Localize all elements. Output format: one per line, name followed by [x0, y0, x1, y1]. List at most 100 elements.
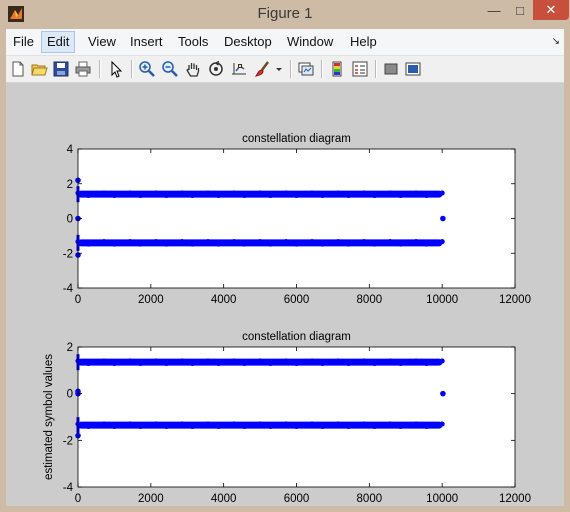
- data-point: [122, 240, 128, 247]
- data-point: [101, 239, 107, 245]
- open-file-icon[interactable]: [30, 60, 48, 78]
- axes-title: constellation diagram: [242, 331, 351, 343]
- data-point: [351, 190, 357, 197]
- data-point: [319, 241, 326, 247]
- data-cursor-icon[interactable]: [230, 60, 248, 78]
- data-point: [335, 239, 341, 245]
- data-point: [189, 241, 196, 247]
- data-point: [143, 239, 149, 245]
- data-point: [127, 190, 133, 196]
- data-point: [179, 239, 185, 245]
- data-point: [106, 359, 112, 365]
- data-point: [210, 422, 216, 428]
- data-point: [288, 240, 294, 246]
- data-point: [418, 359, 424, 365]
- data-point: [241, 192, 248, 198]
- data-point: [148, 240, 154, 247]
- data-point: [158, 422, 164, 428]
- data-point: [371, 241, 378, 247]
- zoom-out-icon[interactable]: [161, 60, 179, 78]
- pointer-icon[interactable]: [107, 60, 125, 78]
- rotate-3d-icon[interactable]: [207, 60, 225, 78]
- data-point: [200, 423, 206, 429]
- data-point: [174, 360, 180, 366]
- data-point: [366, 191, 372, 197]
- data-point: [257, 421, 263, 427]
- data-point: [382, 240, 388, 247]
- data-point: [325, 239, 331, 245]
- data-point: [174, 423, 180, 429]
- close-icon: ✕: [545, 2, 557, 17]
- data-point: [345, 423, 352, 429]
- data-point: [278, 360, 284, 366]
- data-point: [262, 191, 268, 197]
- brush-dropdown-icon[interactable]: [274, 60, 284, 78]
- data-point: [299, 239, 305, 245]
- data-point: [382, 192, 388, 198]
- data-point: [252, 360, 258, 366]
- maximize-button[interactable]: □: [507, 0, 533, 20]
- data-point: [184, 240, 190, 246]
- menu-insert[interactable]: Insert: [130, 34, 163, 49]
- close-button[interactable]: ✕: [533, 0, 569, 20]
- minimize-button[interactable]: —: [481, 0, 507, 20]
- title-bar[interactable]: Figure 1 — □ ✕: [0, 0, 570, 29]
- data-point: [80, 240, 86, 246]
- dock-arrow-icon[interactable]: ↘: [551, 36, 560, 47]
- menu-file[interactable]: File: [13, 34, 34, 49]
- menu-desktop[interactable]: Desktop: [224, 34, 272, 49]
- data-point: [429, 190, 435, 197]
- link-plot-icon[interactable]: [297, 60, 315, 78]
- data-point: [101, 190, 107, 196]
- data-point: [179, 421, 185, 427]
- data-point: [351, 421, 357, 428]
- print-icon[interactable]: [74, 60, 92, 78]
- data-point: [122, 192, 128, 198]
- insert-colorbar-icon[interactable]: [328, 60, 346, 78]
- data-point: [101, 358, 107, 364]
- pan-icon[interactable]: [184, 60, 202, 78]
- data-point: [418, 422, 424, 428]
- brush-icon[interactable]: [254, 60, 272, 78]
- data-point: [309, 358, 315, 364]
- menu-tools[interactable]: Tools: [178, 34, 209, 49]
- data-point: [132, 422, 138, 428]
- new-figure-icon[interactable]: [9, 60, 27, 78]
- data-point: [392, 240, 398, 246]
- x-tick-label: 6000: [284, 493, 310, 505]
- data-point: [137, 192, 144, 198]
- data-point: [440, 215, 446, 222]
- data-point: [200, 240, 206, 247]
- insert-legend-icon[interactable]: [351, 60, 369, 78]
- data-point: [267, 241, 274, 247]
- data-point: [283, 239, 289, 245]
- data-point: [122, 360, 128, 366]
- x-tick-label: 4000: [211, 493, 237, 505]
- data-point: [413, 358, 419, 364]
- menu-view[interactable]: View: [88, 34, 116, 49]
- data-point: [143, 421, 149, 428]
- figure-canvas[interactable]: 0 2000 4000 6000 8000 10000 12000 -4 -2 0 2 4 conste…: [6, 83, 564, 506]
- data-point: [423, 241, 430, 247]
- menu-window[interactable]: Window: [287, 34, 334, 49]
- data-point: [278, 423, 284, 429]
- data-point: [85, 192, 92, 198]
- menu-help[interactable]: Help: [350, 34, 377, 49]
- data-point: [382, 360, 388, 366]
- data-point: [247, 358, 253, 365]
- menu-edit[interactable]: Edit: [41, 31, 76, 53]
- save-icon[interactable]: [52, 60, 70, 78]
- data-point: [111, 423, 118, 429]
- data-point: [80, 359, 86, 365]
- show-plot-tools-icon[interactable]: [404, 60, 422, 78]
- data-point: [314, 422, 320, 428]
- data-point: [122, 423, 128, 429]
- data-point: [288, 359, 294, 365]
- hide-plot-tools-icon[interactable]: [382, 60, 400, 78]
- data-point: [221, 190, 227, 197]
- data-point: [340, 191, 346, 197]
- data-point: [397, 192, 404, 198]
- zoom-in-icon[interactable]: [138, 60, 156, 78]
- data-point: [252, 423, 258, 429]
